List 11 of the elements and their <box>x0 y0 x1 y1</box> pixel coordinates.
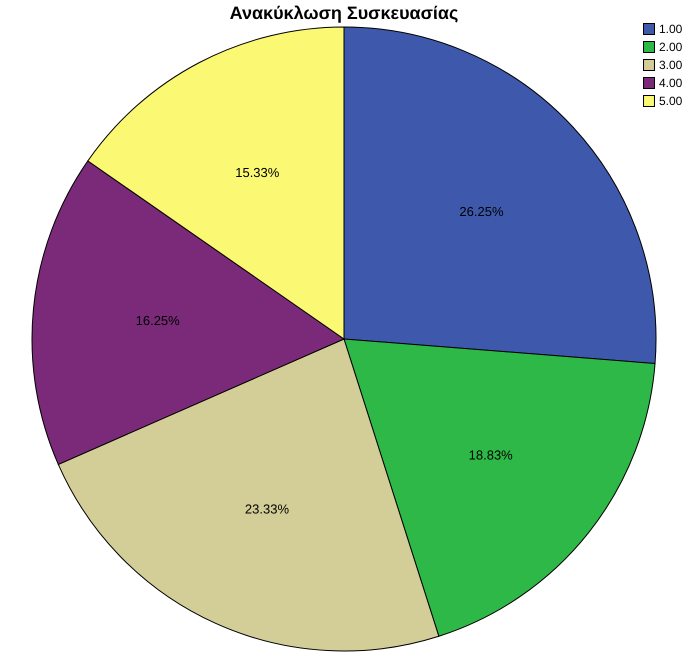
data-label: 16.25% <box>136 312 180 328</box>
data-label: 18.83% <box>468 447 514 462</box>
data-label: 26.25% <box>459 204 504 219</box>
chart-title: Ανακύκλωση Συσκευασίας <box>230 3 458 23</box>
legend-label: 4.00 <box>659 76 683 90</box>
legend-label: 3.00 <box>659 58 683 72</box>
legend-label: 2.00 <box>659 40 683 54</box>
data-label: 15.33% <box>235 165 280 180</box>
legend-label: 1.00 <box>659 22 683 36</box>
data-label: 23.33% <box>244 502 290 517</box>
legend-label: 5.00 <box>659 94 683 108</box>
